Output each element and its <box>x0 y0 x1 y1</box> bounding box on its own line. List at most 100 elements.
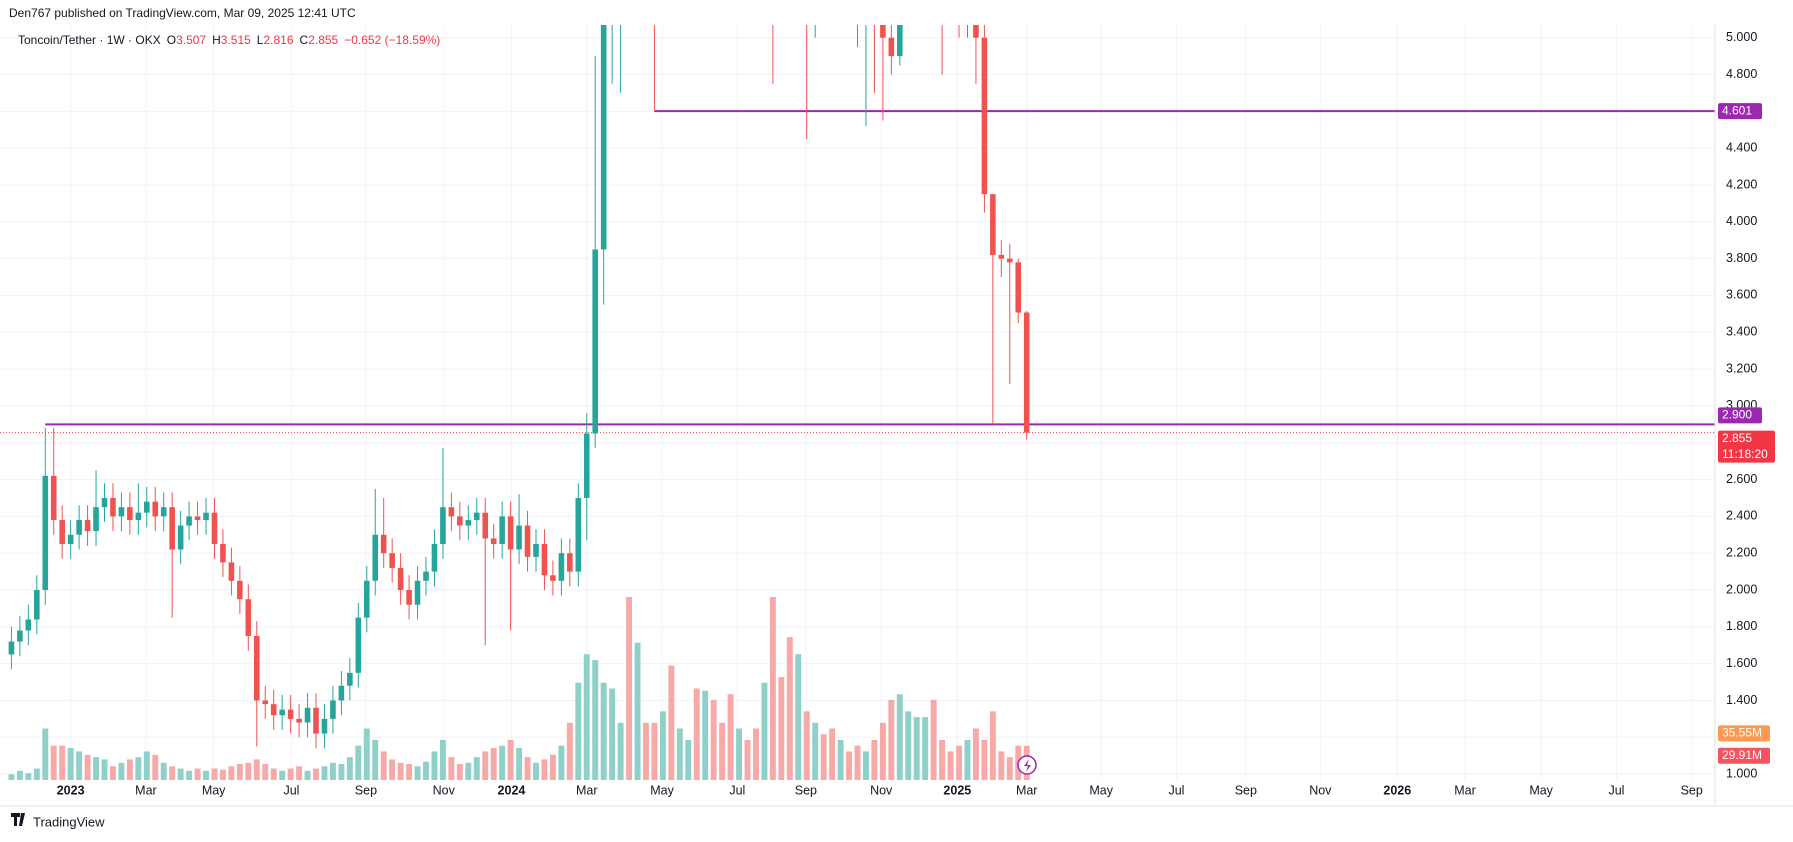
y-tick-label: 4.800 <box>1726 67 1757 81</box>
candle-body <box>42 475 49 591</box>
volume-bar <box>651 722 658 780</box>
volume-bar <box>989 711 996 780</box>
volume-bar <box>541 759 548 780</box>
volume-bar <box>42 728 49 780</box>
y-tick-label: 2.600 <box>1726 472 1757 486</box>
candle-body <box>253 636 260 701</box>
volume-bar <box>448 757 455 780</box>
candle-body <box>34 590 40 620</box>
y-tick-label: 1.800 <box>1726 619 1757 633</box>
candle-body <box>262 700 269 705</box>
candle-body <box>8 641 15 655</box>
candle-body <box>897 25 903 57</box>
volume-bar <box>67 747 74 780</box>
y-tick-label: 3.400 <box>1726 325 1757 339</box>
legend-item: 3.515 <box>221 33 251 47</box>
level-badge: 4.601 <box>1722 103 1752 117</box>
volume-bar <box>1006 757 1013 780</box>
volume-bar <box>279 770 286 780</box>
volume-bar <box>913 717 920 780</box>
volume-bar <box>101 759 108 780</box>
candle-body <box>389 553 395 568</box>
x-tick-label: Nov <box>1309 783 1332 797</box>
candle-body <box>1023 312 1030 433</box>
volume-bar <box>575 682 582 780</box>
volume-bar <box>846 751 853 780</box>
candle-body <box>93 507 99 532</box>
volume-bar <box>972 728 979 780</box>
x-tick-label: Nov <box>433 783 456 797</box>
legend-item: H <box>212 33 221 47</box>
candle-body <box>270 704 277 716</box>
volume-bar <box>490 747 497 780</box>
volume-bar <box>643 722 649 780</box>
candle-body <box>50 475 57 521</box>
volume-bar <box>118 762 125 780</box>
volume-ma-badge-bg <box>1718 725 1770 742</box>
volume-bar <box>8 774 15 780</box>
candle-body <box>59 520 65 544</box>
x-tick-label: Sep <box>355 783 377 797</box>
volume-bar <box>956 745 962 780</box>
volume-bar <box>211 768 218 780</box>
volume-bar <box>397 762 404 780</box>
x-tick-label: Sep <box>795 783 817 797</box>
candle-body <box>457 516 463 526</box>
candle-body <box>431 543 438 572</box>
volume-bar <box>727 694 734 780</box>
volume-bar <box>922 717 929 780</box>
legend-text: Toncoin/Tether · 1W · OKX O3.507 H3.515 L2.… <box>18 33 440 47</box>
volume-bar <box>499 745 506 780</box>
volume-bar <box>795 654 802 780</box>
x-tick-label: Jul <box>1608 783 1624 797</box>
volume-bar <box>50 745 57 780</box>
volume-bar <box>812 722 819 780</box>
countdown: 11:18:20 <box>1722 447 1768 461</box>
candle-body <box>296 718 302 723</box>
volume-bar <box>321 766 328 780</box>
candle-body <box>499 516 505 544</box>
x-tick-label: May <box>1089 783 1113 797</box>
candle-body <box>981 37 988 195</box>
candle-body <box>533 543 539 557</box>
volume-bar <box>702 690 709 780</box>
legend: Toncoin/Tether · 1W · OKX O3.507 H3.515 L2.… <box>18 33 440 47</box>
candle-body <box>127 507 133 521</box>
volume-bar <box>414 766 421 780</box>
volume-bar <box>126 759 133 780</box>
volume-bar <box>820 734 827 780</box>
volume-bar <box>668 665 675 780</box>
y-tick-label: 1.400 <box>1726 693 1757 707</box>
candle-body <box>304 707 311 723</box>
volume-bar <box>626 596 633 780</box>
x-tick-label: 2026 <box>1383 783 1411 797</box>
y-tick-label: 2.400 <box>1726 509 1757 523</box>
candle-body <box>423 571 429 581</box>
x-tick-label: Jul <box>283 783 299 797</box>
volume-bar <box>152 754 159 780</box>
volume-bar <box>84 754 91 780</box>
candle-body <box>287 709 294 719</box>
volume-bar <box>219 769 226 780</box>
volume-bar <box>389 759 396 780</box>
y-tick-label: 1.600 <box>1726 656 1757 670</box>
x-tick-label: May <box>650 783 674 797</box>
x-tick-label: May <box>1529 783 1553 797</box>
candle-body <box>313 707 319 734</box>
volume-bar <box>854 745 861 780</box>
x-tick-label: Sep <box>1235 783 1257 797</box>
candle-body <box>186 516 192 526</box>
volume-bar <box>287 768 294 780</box>
volume-bar <box>939 739 946 780</box>
candle-body <box>211 512 218 544</box>
volume-bar <box>380 751 387 780</box>
volume-bar <box>930 699 937 780</box>
candle-body <box>330 700 336 719</box>
legend-item: L <box>257 33 264 47</box>
y-tick-label: 2.000 <box>1726 582 1757 596</box>
x-tick-label: Mar <box>576 783 598 797</box>
volume-bar <box>406 763 413 780</box>
volume-bar <box>507 739 514 780</box>
